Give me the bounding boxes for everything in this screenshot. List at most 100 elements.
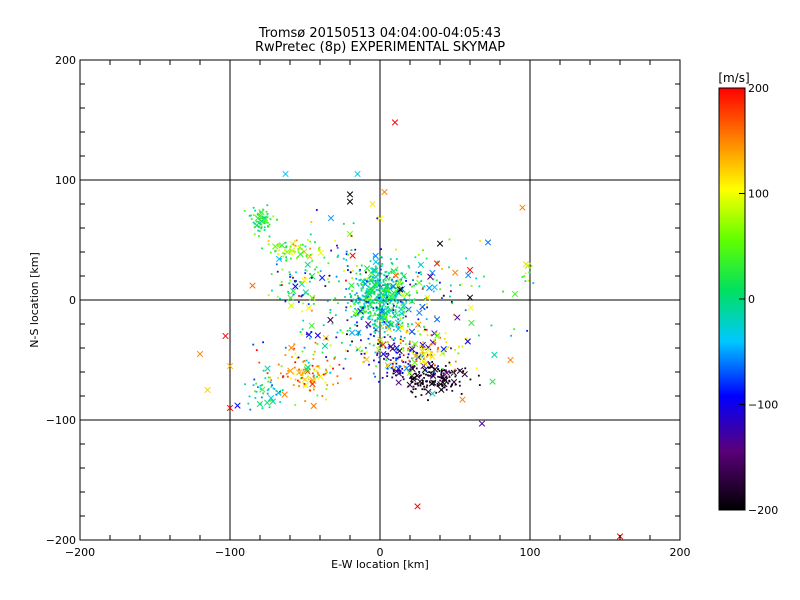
data-point-dot xyxy=(365,271,367,274)
data-point-dot xyxy=(379,286,381,289)
data-point-dot xyxy=(399,338,402,341)
colorbar-ticks: 200 100 0 −100 −200 xyxy=(739,82,778,517)
data-point-dot xyxy=(394,337,397,340)
data-point-dot xyxy=(459,284,461,286)
data-point-dot xyxy=(448,266,450,269)
data-point-dot xyxy=(294,250,296,253)
data-point-dot xyxy=(276,245,279,248)
data-point-dot xyxy=(281,376,284,379)
data-point-cross xyxy=(348,282,355,289)
data-point-dot xyxy=(406,329,409,332)
data-point-dot xyxy=(300,377,302,380)
data-point-cross xyxy=(234,402,241,409)
data-point-dot xyxy=(433,315,436,317)
data-point-dot xyxy=(364,346,367,349)
data-point-dot xyxy=(425,328,428,331)
data-point-dot xyxy=(420,394,423,396)
data-point-dot xyxy=(364,297,367,299)
data-point-dot xyxy=(421,346,424,349)
data-point-dot xyxy=(414,378,417,381)
data-point-dot xyxy=(269,376,271,379)
data-point-dot xyxy=(430,376,433,379)
data-point-dot xyxy=(288,271,291,274)
data-point-dot xyxy=(388,345,391,348)
data-point-dot xyxy=(258,361,261,364)
data-point-dot xyxy=(258,217,261,220)
data-point-dot xyxy=(313,350,316,353)
data-point-dot xyxy=(263,222,266,225)
data-point-cross xyxy=(367,276,374,284)
data-point-dot xyxy=(477,374,480,377)
data-point-dot xyxy=(334,240,336,242)
data-point-dot xyxy=(393,328,395,331)
data-point-dot xyxy=(261,384,263,386)
data-point-dot xyxy=(266,216,269,219)
data-point-dot xyxy=(355,292,358,295)
data-point-dot xyxy=(373,359,375,362)
data-point-dot xyxy=(381,326,383,329)
data-point-dot xyxy=(265,219,268,222)
data-point-dot xyxy=(448,380,451,383)
data-point-dot xyxy=(366,326,368,329)
data-point-dot xyxy=(430,371,433,374)
data-point-cross xyxy=(365,320,372,328)
data-point-cross xyxy=(261,217,268,224)
data-point-dot xyxy=(255,382,258,385)
data-point-dot xyxy=(301,294,304,297)
data-point-dot xyxy=(354,293,357,296)
data-point-dot xyxy=(465,257,468,260)
data-point-dot xyxy=(282,255,285,258)
data-point-dot xyxy=(382,279,385,282)
data-point-dot xyxy=(367,301,370,304)
data-point-cross xyxy=(359,307,367,314)
data-point-dot xyxy=(385,313,388,316)
data-point-dot xyxy=(356,298,359,300)
data-point-dot xyxy=(386,334,389,336)
data-point-dot xyxy=(292,276,294,279)
data-point-dot xyxy=(279,297,281,300)
data-point-dot xyxy=(425,257,428,260)
data-point-dot xyxy=(294,281,297,283)
data-point-dot xyxy=(385,300,387,303)
data-point-dot xyxy=(378,262,380,264)
data-point-cross xyxy=(355,329,362,336)
data-point-dot xyxy=(297,255,299,258)
data-point-cross xyxy=(309,294,316,302)
data-point-dot xyxy=(354,315,357,317)
data-point-dot xyxy=(385,352,388,355)
data-point-dot xyxy=(450,347,452,350)
data-point-dot xyxy=(343,270,345,272)
data-point-dot xyxy=(399,372,401,375)
data-point-dot xyxy=(291,253,294,256)
data-point-dot xyxy=(372,291,375,294)
data-point-dot xyxy=(373,323,376,325)
data-point-dot xyxy=(333,357,336,360)
data-point-cross xyxy=(327,316,334,324)
data-point-dot xyxy=(368,342,371,345)
data-point-dot xyxy=(410,390,413,393)
data-point-dot xyxy=(301,328,304,331)
data-point-dot xyxy=(445,341,448,343)
data-point-dot xyxy=(380,301,383,303)
data-point-dot xyxy=(408,294,411,297)
data-point-cross xyxy=(417,261,425,269)
data-point-dot xyxy=(411,285,414,288)
data-point-dot xyxy=(442,294,445,297)
data-point-dot xyxy=(369,314,372,317)
data-point-dot xyxy=(438,281,441,284)
data-point-dot xyxy=(426,354,429,356)
data-point-dot xyxy=(384,279,387,282)
data-point-dot xyxy=(377,343,379,345)
data-point-dot xyxy=(448,371,451,374)
colorbar-tick-label: 100 xyxy=(748,188,769,201)
data-point-dot xyxy=(350,249,353,251)
data-point-dot xyxy=(294,404,297,406)
data-point-dot xyxy=(401,371,404,374)
data-point-cross xyxy=(391,312,398,319)
data-point-dot xyxy=(337,302,339,305)
data-point-dot xyxy=(407,323,409,325)
data-point-cross xyxy=(406,381,413,388)
data-point-dot xyxy=(297,356,300,359)
data-point-dot xyxy=(413,284,416,287)
data-point-dot xyxy=(376,320,379,323)
